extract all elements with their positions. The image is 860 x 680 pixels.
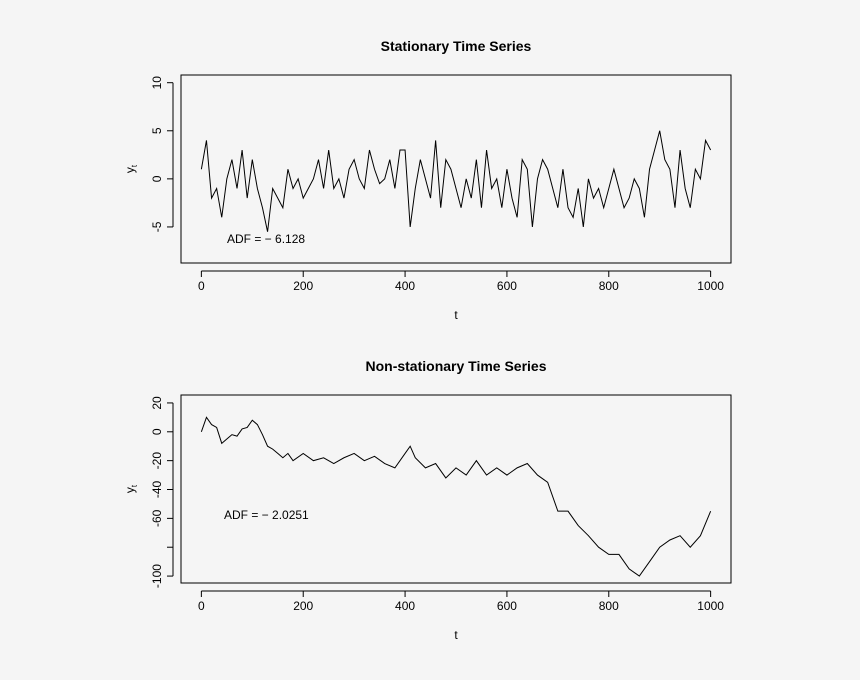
- y-tick-label: 5: [150, 127, 164, 134]
- chart-title: Non-stationary Time Series: [365, 358, 546, 374]
- x-tick-label: 1000: [697, 279, 724, 293]
- y-axis-label-main: y: [123, 487, 137, 493]
- y-tick-label: -40: [150, 481, 164, 499]
- series-line: [200, 416, 712, 577]
- x-tick-label: 600: [497, 599, 517, 613]
- annotation: ADF = − 6.128: [227, 232, 305, 246]
- y-tick-label: -60: [150, 509, 164, 527]
- x-tick-label: 800: [599, 599, 619, 613]
- x-tick-label: 1000: [697, 599, 724, 613]
- series-line: [200, 130, 712, 232]
- plot-frame: [180, 74, 732, 264]
- y-axis-label-main: y: [123, 167, 137, 173]
- x-tick-label: 800: [599, 279, 619, 293]
- y-axis-label-subscript: t: [130, 484, 139, 487]
- x-axis-label: t: [454, 308, 458, 322]
- x-tick-label: 600: [497, 279, 517, 293]
- plot-frame: [180, 394, 732, 584]
- y-tick-label: 0: [150, 175, 164, 182]
- annotation: ADF = − 2.0251: [224, 508, 309, 522]
- x-tick-label: 0: [198, 279, 205, 293]
- y-axis-label-subscript: t: [130, 164, 139, 167]
- y-tick-label: 10: [150, 76, 164, 90]
- chart-title: Stationary Time Series: [381, 38, 532, 54]
- y-axis-label: yt: [123, 484, 139, 493]
- y-tick-label: -20: [150, 452, 164, 470]
- y-tick-label: 20: [150, 396, 164, 410]
- y-tick-label: -100: [150, 564, 164, 588]
- y-tick-label: -5: [150, 221, 164, 232]
- x-axis-label: t: [454, 628, 458, 642]
- x-tick-label: 0: [198, 599, 205, 613]
- y-tick-label: 0: [150, 428, 164, 435]
- panel: Stationary Time Series 0 200 400 600 800 1000 t…: [123, 38, 732, 322]
- x-tick-label: 400: [395, 599, 415, 613]
- y-axis-label: yt: [123, 164, 139, 173]
- x-tick-label: 400: [395, 279, 415, 293]
- x-tick-label: 200: [293, 279, 313, 293]
- x-tick-label: 200: [293, 599, 313, 613]
